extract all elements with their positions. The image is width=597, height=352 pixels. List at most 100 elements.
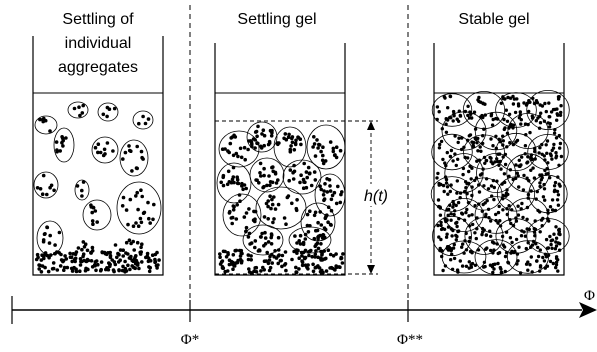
particle bbox=[505, 145, 509, 149]
particle bbox=[270, 180, 275, 185]
particle bbox=[521, 215, 525, 220]
particle bbox=[467, 239, 471, 244]
particle bbox=[532, 101, 537, 106]
particle bbox=[498, 140, 503, 144]
particle bbox=[316, 255, 320, 260]
particle bbox=[284, 268, 288, 273]
particle bbox=[479, 115, 483, 119]
particle bbox=[450, 234, 454, 238]
particle bbox=[482, 127, 486, 131]
particle bbox=[446, 213, 450, 217]
particle bbox=[258, 171, 262, 175]
particle bbox=[304, 170, 309, 174]
particle bbox=[500, 182, 504, 186]
particle bbox=[446, 225, 451, 229]
particle bbox=[258, 161, 263, 166]
height-label: h(t) bbox=[364, 188, 388, 205]
particle bbox=[477, 190, 482, 194]
particle bbox=[253, 239, 258, 243]
particle bbox=[138, 216, 143, 221]
particle bbox=[102, 147, 107, 152]
gel-cluster-outline bbox=[444, 197, 484, 232]
particle bbox=[303, 232, 308, 237]
particle bbox=[451, 159, 455, 163]
particle bbox=[148, 259, 153, 263]
particle bbox=[121, 157, 125, 161]
particle bbox=[554, 263, 559, 267]
particle bbox=[123, 259, 127, 264]
particle bbox=[446, 106, 450, 110]
particle bbox=[232, 180, 236, 185]
particle bbox=[465, 182, 469, 186]
particle bbox=[321, 193, 326, 197]
particle bbox=[482, 155, 487, 160]
particle bbox=[269, 206, 273, 211]
particle bbox=[155, 266, 159, 270]
phi-axis-label: Φ bbox=[584, 288, 595, 304]
particle bbox=[136, 207, 140, 212]
particle bbox=[536, 245, 540, 250]
particle bbox=[313, 210, 318, 215]
particle bbox=[484, 233, 488, 237]
particle bbox=[68, 255, 73, 259]
particle bbox=[297, 256, 302, 261]
particle bbox=[231, 267, 235, 272]
particle bbox=[495, 242, 499, 246]
particle bbox=[296, 248, 300, 253]
particle bbox=[543, 101, 547, 106]
particle bbox=[284, 222, 288, 226]
particle bbox=[516, 259, 520, 263]
particle bbox=[259, 269, 263, 273]
particle bbox=[464, 186, 468, 190]
particle bbox=[455, 191, 459, 195]
particle bbox=[256, 249, 261, 253]
particle bbox=[98, 268, 103, 273]
particle bbox=[457, 136, 461, 140]
particle bbox=[456, 140, 460, 145]
aggregate-outline bbox=[34, 115, 58, 135]
particle bbox=[447, 207, 451, 212]
particle bbox=[442, 189, 446, 194]
particle bbox=[542, 154, 546, 158]
particle bbox=[498, 159, 502, 164]
particle bbox=[262, 173, 266, 178]
particle bbox=[517, 245, 521, 249]
particle bbox=[555, 118, 559, 122]
particle bbox=[247, 207, 251, 211]
particle bbox=[477, 99, 481, 104]
gel-cluster-outline bbox=[249, 157, 285, 193]
particle bbox=[243, 157, 247, 162]
particle bbox=[290, 201, 294, 206]
particle bbox=[444, 122, 448, 126]
particle bbox=[338, 200, 343, 205]
particle bbox=[116, 251, 120, 256]
particle bbox=[231, 208, 236, 212]
particle bbox=[542, 187, 547, 191]
particle bbox=[324, 269, 329, 273]
particle bbox=[96, 150, 100, 155]
particle bbox=[226, 149, 230, 153]
particle bbox=[475, 227, 479, 231]
particle bbox=[295, 251, 299, 255]
particle bbox=[124, 240, 129, 245]
particle bbox=[291, 177, 296, 181]
particle bbox=[509, 221, 513, 226]
particle bbox=[539, 111, 543, 115]
gel-cluster-outline bbox=[273, 126, 307, 168]
particle bbox=[267, 268, 272, 273]
particle bbox=[118, 248, 123, 252]
particle bbox=[287, 132, 291, 137]
particle bbox=[556, 269, 560, 273]
particle bbox=[480, 226, 485, 231]
particle bbox=[124, 208, 129, 212]
particle bbox=[535, 189, 539, 194]
particle bbox=[482, 260, 487, 264]
particle bbox=[152, 202, 156, 207]
particle bbox=[554, 255, 559, 259]
particle bbox=[146, 200, 150, 205]
particle bbox=[461, 172, 465, 177]
particle bbox=[289, 144, 293, 148]
panel-1-sediment bbox=[34, 238, 161, 274]
particle bbox=[533, 234, 537, 238]
particle bbox=[42, 252, 47, 257]
